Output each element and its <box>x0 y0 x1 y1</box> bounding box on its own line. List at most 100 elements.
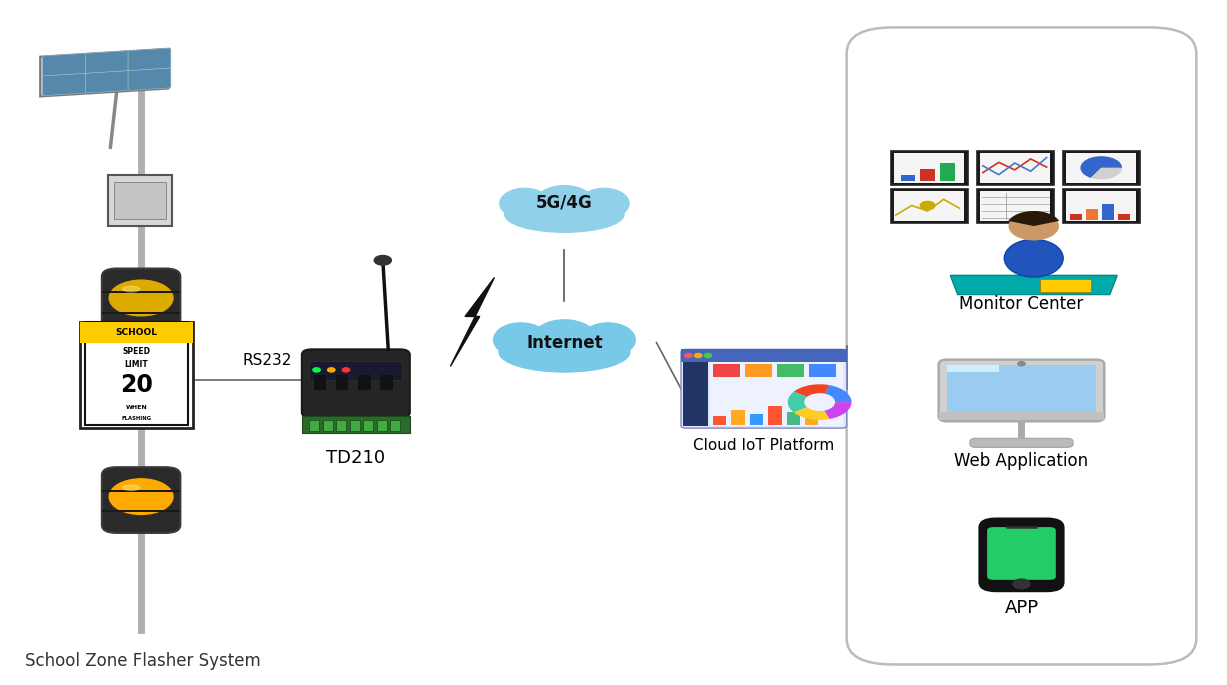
Bar <box>1063 189 1140 223</box>
Bar <box>805 408 818 425</box>
Bar <box>683 362 708 426</box>
Bar <box>947 365 999 372</box>
Bar <box>901 175 915 181</box>
Polygon shape <box>86 51 128 73</box>
Bar <box>1063 151 1140 185</box>
Circle shape <box>313 368 320 372</box>
Wedge shape <box>1080 156 1121 178</box>
Bar <box>102 291 180 293</box>
Bar <box>939 412 1104 420</box>
Bar <box>108 175 172 226</box>
Bar <box>681 349 847 362</box>
Bar <box>750 414 763 425</box>
Text: Monitor Center: Monitor Center <box>960 295 1083 313</box>
Bar <box>1066 191 1136 221</box>
Bar <box>358 375 371 390</box>
Text: 20: 20 <box>120 373 152 397</box>
Bar <box>731 410 745 425</box>
Bar <box>377 420 387 431</box>
Polygon shape <box>40 49 168 97</box>
Bar <box>710 362 843 426</box>
Ellipse shape <box>580 323 636 357</box>
Bar <box>947 365 1096 412</box>
Text: School Zone Flasher System: School Zone Flasher System <box>25 652 260 670</box>
Text: FLASHING: FLASHING <box>121 416 151 421</box>
Bar <box>891 189 968 223</box>
Circle shape <box>328 368 335 372</box>
Text: 5G/4G: 5G/4G <box>536 193 593 211</box>
Bar <box>309 420 319 431</box>
FancyBboxPatch shape <box>939 360 1104 421</box>
FancyBboxPatch shape <box>969 438 1072 447</box>
Bar <box>302 416 410 433</box>
Bar <box>940 163 955 181</box>
Circle shape <box>374 256 391 265</box>
Text: APP: APP <box>1005 599 1038 617</box>
Bar <box>80 322 193 342</box>
Bar <box>920 169 935 181</box>
Bar <box>1118 214 1130 220</box>
Bar <box>891 151 968 185</box>
Bar <box>350 420 360 431</box>
Bar <box>894 153 964 183</box>
Bar <box>336 375 348 390</box>
Bar <box>1066 153 1136 183</box>
Polygon shape <box>450 277 494 366</box>
FancyBboxPatch shape <box>302 349 410 418</box>
Circle shape <box>1017 362 1025 366</box>
Polygon shape <box>86 71 128 93</box>
Ellipse shape <box>123 286 140 292</box>
Circle shape <box>1009 212 1058 240</box>
Text: Internet: Internet <box>526 334 602 351</box>
Bar <box>894 191 964 221</box>
Circle shape <box>1012 580 1029 588</box>
Bar <box>1070 214 1082 220</box>
Bar <box>80 322 193 428</box>
Bar <box>713 416 726 425</box>
Text: RS232: RS232 <box>243 353 292 368</box>
Bar <box>980 191 1050 221</box>
Ellipse shape <box>499 188 550 219</box>
Wedge shape <box>825 402 852 419</box>
Bar <box>363 420 373 431</box>
Ellipse shape <box>123 485 140 490</box>
Text: WHEN: WHEN <box>125 406 147 410</box>
Bar <box>1086 209 1098 220</box>
Bar <box>745 364 772 377</box>
FancyBboxPatch shape <box>681 349 847 428</box>
Wedge shape <box>825 385 852 402</box>
Bar <box>102 490 180 492</box>
Circle shape <box>805 394 834 410</box>
Circle shape <box>704 353 712 358</box>
Wedge shape <box>1009 211 1059 226</box>
Bar <box>713 364 740 377</box>
Ellipse shape <box>504 197 625 232</box>
FancyBboxPatch shape <box>979 519 1063 590</box>
Bar <box>314 375 326 390</box>
Bar <box>390 420 400 431</box>
Bar <box>102 510 180 512</box>
Text: Cloud IoT Platform: Cloud IoT Platform <box>693 438 834 453</box>
Bar <box>85 322 188 425</box>
Circle shape <box>685 353 692 358</box>
Wedge shape <box>788 392 807 412</box>
Ellipse shape <box>493 323 548 357</box>
Bar <box>380 375 393 390</box>
Bar <box>977 151 1054 185</box>
Circle shape <box>109 280 173 316</box>
FancyBboxPatch shape <box>987 527 1055 580</box>
Circle shape <box>109 479 173 514</box>
Text: Web Application: Web Application <box>955 452 1088 470</box>
Bar <box>809 364 836 377</box>
Bar <box>336 420 346 431</box>
Bar <box>309 361 402 380</box>
Ellipse shape <box>579 188 629 219</box>
FancyBboxPatch shape <box>102 269 180 334</box>
Bar <box>1102 204 1114 220</box>
Bar <box>323 420 333 431</box>
Polygon shape <box>128 48 171 71</box>
Wedge shape <box>794 384 829 397</box>
Bar <box>114 182 166 219</box>
Polygon shape <box>128 68 171 90</box>
Bar <box>768 406 782 425</box>
